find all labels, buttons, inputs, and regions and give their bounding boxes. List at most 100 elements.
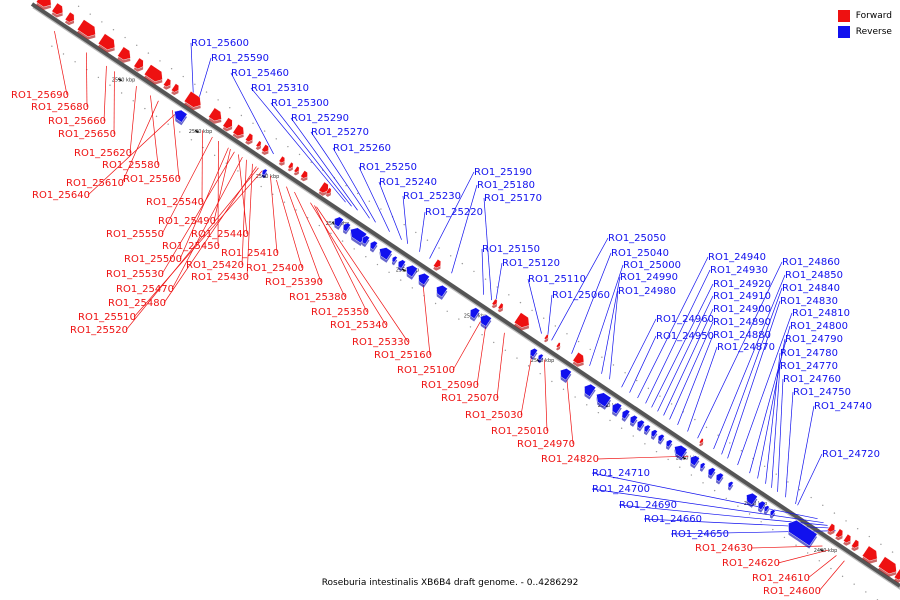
gene-label[interactable]: RO1_24930 [710, 265, 768, 276]
gene-label[interactable]: RO1_24720 [822, 449, 880, 460]
gene-label[interactable]: RO1_25260 [333, 143, 391, 154]
gene-label[interactable]: RO1_25580 [102, 160, 160, 171]
gene-label[interactable]: RO1_24630 [695, 543, 753, 554]
gene-label[interactable]: RO1_24740 [814, 401, 872, 412]
gene-label[interactable]: RO1_25400 [246, 263, 304, 274]
gene-label[interactable]: RO1_24760 [783, 374, 841, 385]
reverse-gene [369, 240, 378, 253]
gene-label[interactable]: RO1_25470 [116, 284, 174, 295]
gene-label[interactable]: RO1_24820 [541, 454, 599, 465]
gene-label[interactable]: RO1_25410 [221, 248, 279, 259]
gene-label[interactable]: RO1_25450 [162, 241, 220, 252]
gene-label[interactable]: RO1_25190 [474, 167, 532, 178]
gene-label[interactable]: RO1_25510 [78, 312, 136, 323]
gene-label[interactable]: RO1_24620 [722, 558, 780, 569]
gene-label[interactable]: RO1_24660 [644, 514, 702, 525]
gene-label[interactable]: RO1_24950 [656, 331, 714, 342]
gene-label[interactable]: RO1_24850 [785, 270, 843, 281]
gene-label[interactable]: RO1_25160 [374, 350, 432, 361]
gene-label[interactable]: RO1_24970 [517, 439, 575, 450]
gene-label[interactable]: RO1_25550 [106, 229, 164, 240]
gene-label[interactable]: RO1_24880 [713, 330, 771, 341]
gene-label[interactable]: RO1_24800 [790, 321, 848, 332]
gene-label[interactable]: RO1_25610 [66, 178, 124, 189]
gene-label[interactable]: RO1_24860 [782, 257, 840, 268]
gene-label[interactable]: RO1_25110 [528, 274, 586, 285]
gene-label[interactable]: RO1_24770 [780, 361, 838, 372]
gene-label[interactable]: RO1_24780 [780, 348, 838, 359]
reverse-gene [174, 109, 188, 126]
gene-label[interactable]: RO1_25070 [441, 393, 499, 404]
gene-label[interactable]: RO1_25600 [191, 38, 249, 49]
gene-label[interactable]: RO1_25640 [32, 190, 90, 201]
gene-label[interactable]: RO1_25480 [108, 298, 166, 309]
gene-label[interactable]: RO1_24700 [592, 484, 650, 495]
gene-label[interactable]: RO1_25430 [191, 272, 249, 283]
gene-label[interactable]: RO1_25300 [271, 98, 329, 109]
gene-label[interactable]: RO1_25620 [74, 148, 132, 159]
gene-label[interactable]: RO1_25490 [158, 216, 216, 227]
gene-label[interactable]: RO1_24910 [713, 291, 771, 302]
gene-label[interactable]: RO1_24830 [780, 296, 838, 307]
reverse-gene [769, 509, 776, 519]
gene-label[interactable]: RO1_25100 [397, 365, 455, 376]
gene-label[interactable]: RO1_25660 [48, 116, 106, 127]
gene-label[interactable]: RO1_25310 [251, 83, 309, 94]
gene-label[interactable]: RO1_24710 [592, 468, 650, 479]
gene-label[interactable]: RO1_24750 [793, 387, 851, 398]
gene-label[interactable]: RO1_25340 [330, 320, 388, 331]
gene-label[interactable]: RO1_24690 [619, 500, 677, 511]
gene-label[interactable]: RO1_24870 [717, 342, 775, 353]
guide-dot [772, 528, 774, 531]
gene-label[interactable]: RO1_25350 [311, 307, 369, 318]
gene-label[interactable]: RO1_24600 [763, 586, 821, 597]
gene-label[interactable]: RO1_25540 [146, 197, 204, 208]
gene-label[interactable]: RO1_25240 [379, 177, 437, 188]
gene-label[interactable]: RO1_25650 [58, 129, 116, 140]
gene-label[interactable]: RO1_25390 [265, 277, 323, 288]
label-connector [589, 264, 624, 366]
gene-label[interactable]: RO1_25150 [482, 244, 540, 255]
gene-label[interactable]: RO1_24650 [671, 529, 729, 540]
gene-label[interactable]: RO1_25230 [403, 191, 461, 202]
guide-dot [89, 13, 91, 15]
gene-label[interactable]: RO1_25500 [124, 254, 182, 265]
gene-label[interactable]: RO1_25440 [191, 229, 249, 240]
gene-label[interactable]: RO1_25290 [291, 113, 349, 124]
gene-label[interactable]: RO1_25270 [311, 127, 369, 138]
gene-label[interactable]: RO1_25040 [611, 248, 669, 259]
gene-label[interactable]: RO1_24940 [708, 252, 766, 263]
gene-label[interactable]: RO1_25380 [289, 292, 347, 303]
gene-label[interactable]: RO1_25590 [211, 53, 269, 64]
forward-gene [35, 0, 52, 10]
gene-label[interactable]: RO1_25560 [123, 174, 181, 185]
gene-label[interactable]: RO1_25250 [359, 162, 417, 173]
gene-label[interactable]: RO1_25030 [465, 410, 523, 421]
gene-label[interactable]: RO1_25330 [352, 337, 410, 348]
gene-label[interactable]: RO1_25000 [623, 260, 681, 271]
gene-label[interactable]: RO1_24920 [713, 279, 771, 290]
gene-label[interactable]: RO1_24900 [713, 304, 771, 315]
gene-label[interactable]: RO1_25220 [425, 207, 483, 218]
gene-label[interactable]: RO1_24790 [785, 334, 843, 345]
gene-label[interactable]: RO1_25520 [70, 325, 128, 336]
gene-label[interactable]: RO1_24810 [792, 308, 850, 319]
gene-label[interactable]: RO1_25690 [11, 90, 69, 101]
gene-label[interactable]: RO1_25460 [231, 68, 289, 79]
gene-label[interactable]: RO1_24960 [656, 314, 714, 325]
gene-label[interactable]: RO1_25090 [421, 380, 479, 391]
gene-label[interactable]: RO1_24980 [618, 286, 676, 297]
gene-label[interactable]: RO1_25060 [552, 290, 610, 301]
gene-label[interactable]: RO1_24990 [620, 272, 678, 283]
gene-label[interactable]: RO1_25050 [608, 233, 666, 244]
gene-label[interactable]: RO1_24890 [713, 317, 771, 328]
gene-label[interactable]: RO1_25180 [477, 180, 535, 191]
gene-label[interactable]: RO1_25530 [106, 269, 164, 280]
gene-label[interactable]: RO1_24840 [782, 283, 840, 294]
gene-label[interactable]: RO1_25010 [491, 426, 549, 437]
gene-label[interactable]: RO1_25170 [484, 193, 542, 204]
gene-label[interactable]: RO1_24610 [752, 573, 810, 584]
gene-label[interactable]: RO1_25680 [31, 102, 89, 113]
gene-label[interactable]: RO1_25120 [502, 258, 560, 269]
gene-label[interactable]: RO1_25420 [186, 260, 244, 271]
